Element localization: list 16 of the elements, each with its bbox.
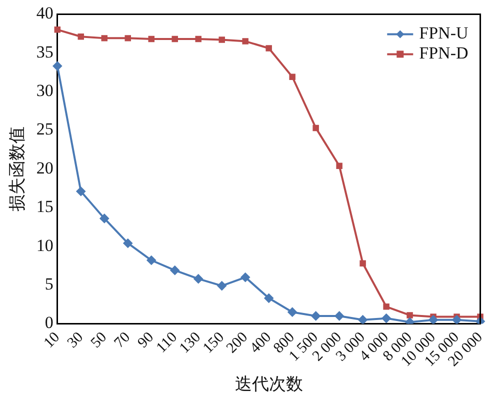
y-axis-title: 损失函数值 bbox=[8, 126, 27, 212]
y-tick-label: 25 bbox=[36, 120, 54, 139]
y-tick-label: 15 bbox=[36, 197, 54, 216]
y-tick-label: 0 bbox=[44, 313, 54, 332]
legend-label: FPN-U bbox=[419, 24, 468, 43]
x-tick-label: 50 bbox=[88, 329, 110, 352]
y-tick-label: 20 bbox=[36, 158, 54, 178]
x-tick-label: 30 bbox=[64, 329, 87, 352]
y-tick-label: 10 bbox=[36, 236, 54, 255]
x-axis-title: 迭代次数 bbox=[234, 374, 303, 394]
y-tick-label: 35 bbox=[36, 42, 54, 62]
x-tick-label: 70 bbox=[112, 329, 134, 352]
legend-label: FPN-D bbox=[419, 44, 468, 63]
y-tick-label: 40 bbox=[36, 4, 54, 23]
y-tick-label: 5 bbox=[44, 274, 54, 294]
y-tick-label: 30 bbox=[36, 81, 54, 100]
